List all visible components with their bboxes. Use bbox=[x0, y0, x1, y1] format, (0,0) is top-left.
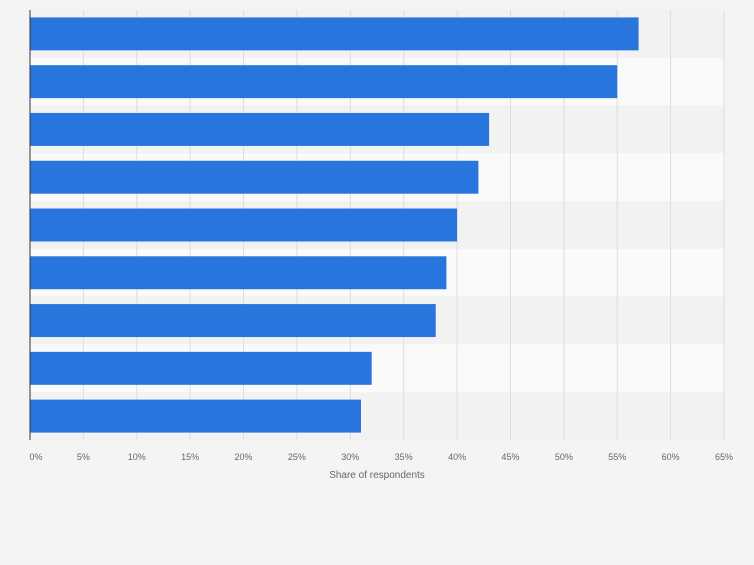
x-tick-label: 65% bbox=[715, 452, 733, 462]
bar bbox=[30, 208, 458, 242]
x-tick-label: 20% bbox=[235, 452, 253, 462]
bar-series bbox=[30, 17, 639, 433]
x-tick-label: 0% bbox=[29, 452, 42, 462]
x-tick-label: 40% bbox=[448, 452, 466, 462]
bar bbox=[30, 65, 618, 99]
bar bbox=[30, 160, 479, 194]
x-tick-label: 60% bbox=[662, 452, 680, 462]
x-tick-label: 5% bbox=[77, 452, 90, 462]
x-tick-label: 25% bbox=[288, 452, 306, 462]
x-tick-label: 45% bbox=[501, 452, 519, 462]
x-axis-label: Share of respondents bbox=[329, 470, 425, 481]
x-tick-label: 55% bbox=[608, 452, 626, 462]
x-tick-label: 30% bbox=[341, 452, 359, 462]
x-axis-ticks: 0% 5% 10% 15% 20% 25% 30% 35% 40% 45% 50% 55% 60% 65% bbox=[29, 452, 733, 462]
bar bbox=[30, 399, 361, 433]
bar bbox=[30, 304, 436, 338]
x-tick-label: 15% bbox=[181, 452, 199, 462]
x-tick-label: 50% bbox=[555, 452, 573, 462]
bar bbox=[30, 17, 639, 51]
bar bbox=[30, 256, 447, 290]
bar bbox=[30, 351, 372, 385]
x-tick-label: 35% bbox=[395, 452, 413, 462]
x-tick-label: 10% bbox=[128, 452, 146, 462]
bar bbox=[30, 112, 490, 146]
